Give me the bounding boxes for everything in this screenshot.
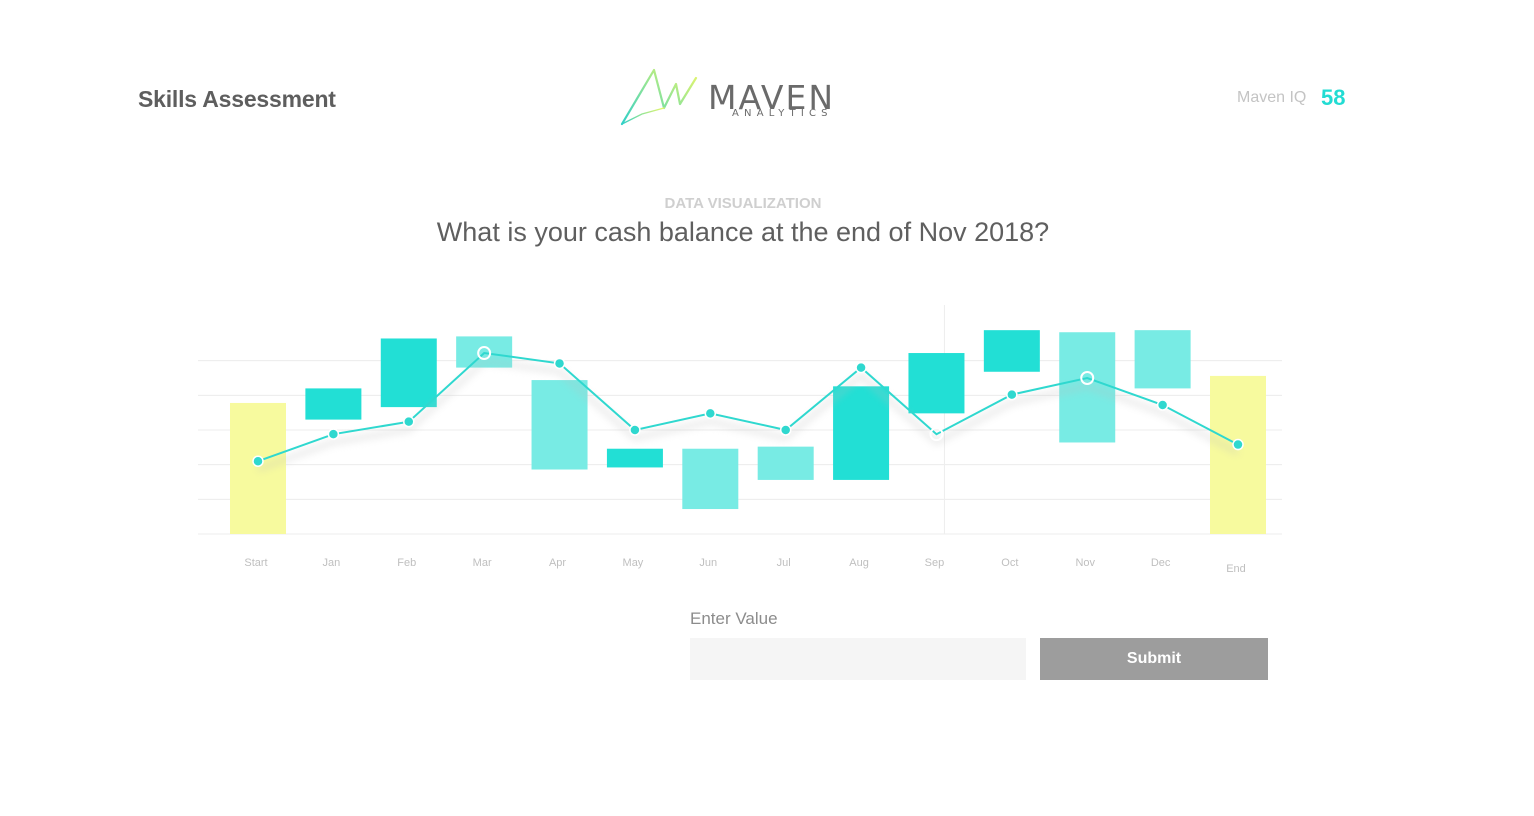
x-tick-label-apr: Apr: [549, 557, 566, 569]
x-tick-label-nov: Nov: [1075, 557, 1095, 569]
x-tick-label-dec: Dec: [1151, 557, 1171, 569]
x-tick-label-mar: Mar: [473, 557, 492, 569]
bar-jul: [758, 447, 814, 480]
x-tick-label-jan: Jan: [323, 557, 341, 569]
line-point-aug: [856, 363, 866, 373]
answer-value-input[interactable]: [690, 638, 1026, 680]
x-tick-label-jul: Jul: [777, 557, 791, 569]
bar-dec: [1135, 330, 1191, 388]
bar-jun: [682, 449, 738, 509]
line-point-jul: [781, 425, 791, 435]
line-point-start: [253, 456, 263, 466]
x-tick-label-jun: Jun: [699, 557, 717, 569]
bar-apr: [532, 380, 588, 469]
line-point-end: [1233, 440, 1243, 450]
enter-value-label: Enter Value: [690, 609, 778, 629]
line-point-oct: [1007, 390, 1017, 400]
x-tick-label-sep: Sep: [925, 557, 945, 569]
bar-jan: [305, 388, 361, 419]
bar-may: [607, 449, 663, 468]
chart-x-tick-labels: Start Jan Feb Mar Apr May Jun Jul Aug Sep Oct Nov De…: [244, 557, 1245, 575]
x-tick-label-start: Start: [244, 557, 267, 569]
x-tick-label-feb: Feb: [397, 557, 416, 569]
bar-sep: [908, 353, 964, 413]
bar-aug: [833, 386, 889, 480]
line-point-may: [630, 425, 640, 435]
waterfall-chart: Start Jan Feb Mar Apr May Jun Jul Aug Sep Oct Nov De…: [0, 0, 1534, 600]
line-point-jun: [705, 408, 715, 418]
bar-end: [1210, 376, 1266, 534]
bar-feb: [381, 338, 437, 407]
x-tick-label-may: May: [623, 557, 644, 569]
x-tick-label-aug: Aug: [849, 557, 869, 569]
x-tick-label-oct: Oct: [1001, 557, 1018, 569]
line-point-dec: [1158, 400, 1168, 410]
x-tick-label-end: End: [1226, 563, 1246, 575]
submit-button[interactable]: Submit: [1040, 638, 1268, 680]
line-point-feb: [404, 417, 414, 427]
line-point-jan: [328, 429, 338, 439]
bar-oct: [984, 330, 1040, 372]
line-point-apr: [555, 358, 565, 368]
